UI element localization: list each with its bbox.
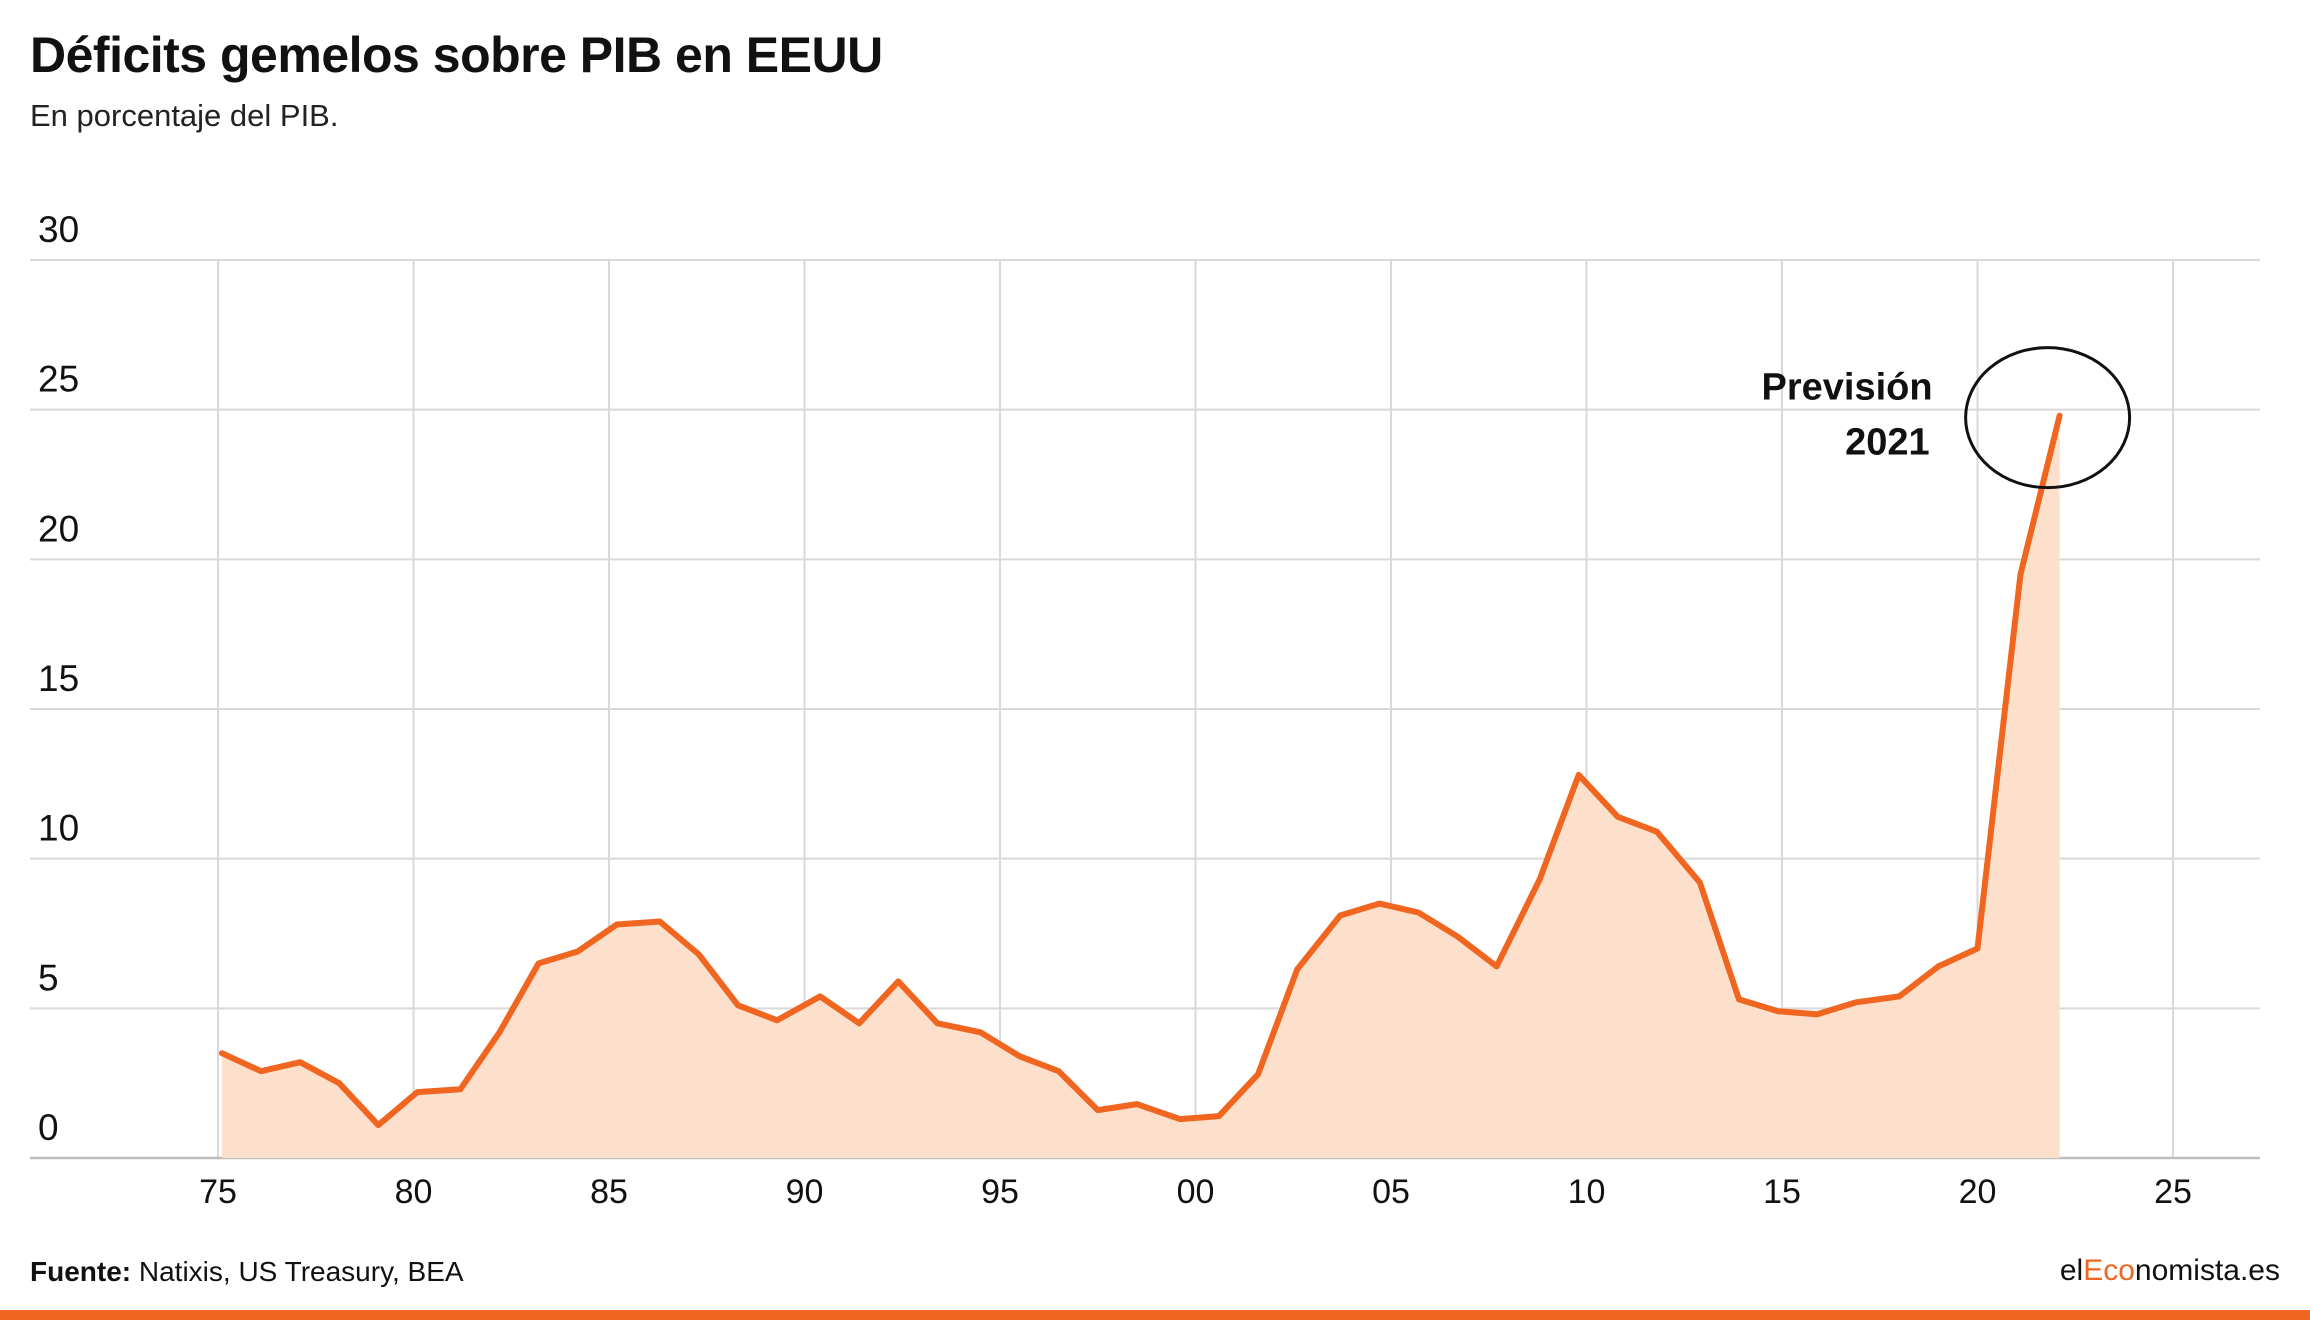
page-subtitle: En porcentaje del PIB.	[30, 98, 339, 133]
x-tick-label: 80	[395, 1173, 433, 1211]
y-tick-label: 15	[38, 658, 79, 699]
source-note: Fuente: Natixis, US Treasury, BEA	[30, 1256, 464, 1288]
x-tick-label: 10	[1568, 1173, 1606, 1211]
x-tick-label: 15	[1763, 1173, 1801, 1211]
y-tick-label: 0	[38, 1107, 59, 1148]
y-tick-label: 5	[38, 957, 59, 998]
brand-accent: Eco	[2083, 1254, 2135, 1287]
x-tick-label: 25	[2154, 1173, 2192, 1211]
series-area	[221, 415, 2060, 1158]
annotation-label-line1: Previsión	[1762, 367, 1933, 409]
page-title: Déficits gemelos sobre PIB en EEUU	[30, 27, 883, 83]
y-tick-label: 30	[38, 209, 79, 250]
y-tick-label: 25	[38, 359, 79, 400]
x-tick-label: 85	[590, 1173, 628, 1211]
brand-logo: elEconomista.es	[2060, 1254, 2280, 1288]
x-tick-label: 75	[199, 1173, 237, 1211]
y-tick-label: 10	[38, 808, 79, 849]
series-line	[218, 412, 2063, 1129]
annotation-layer: Previsión 2021	[1762, 346, 2132, 490]
x-tick-label: 00	[1177, 1173, 1215, 1211]
annotation-label-line2: 2021	[1845, 422, 1930, 464]
x-tick-label: 05	[1372, 1173, 1410, 1211]
x-tick-label: 20	[1959, 1173, 1997, 1211]
bottom-accent-bar	[0, 1310, 2310, 1320]
annotation-circle	[1964, 346, 2132, 490]
source-text: Natixis, US Treasury, BEA	[138, 1256, 464, 1287]
brand-suffix: nomista.es	[2134, 1254, 2280, 1287]
y-tick-label: 20	[38, 508, 79, 549]
x-tick-label: 95	[981, 1173, 1019, 1211]
area-layer	[218, 412, 2063, 1158]
source-label: Fuente:	[30, 1256, 132, 1287]
x-tick-label: 90	[786, 1173, 824, 1211]
brand-prefix: el	[2059, 1254, 2084, 1287]
